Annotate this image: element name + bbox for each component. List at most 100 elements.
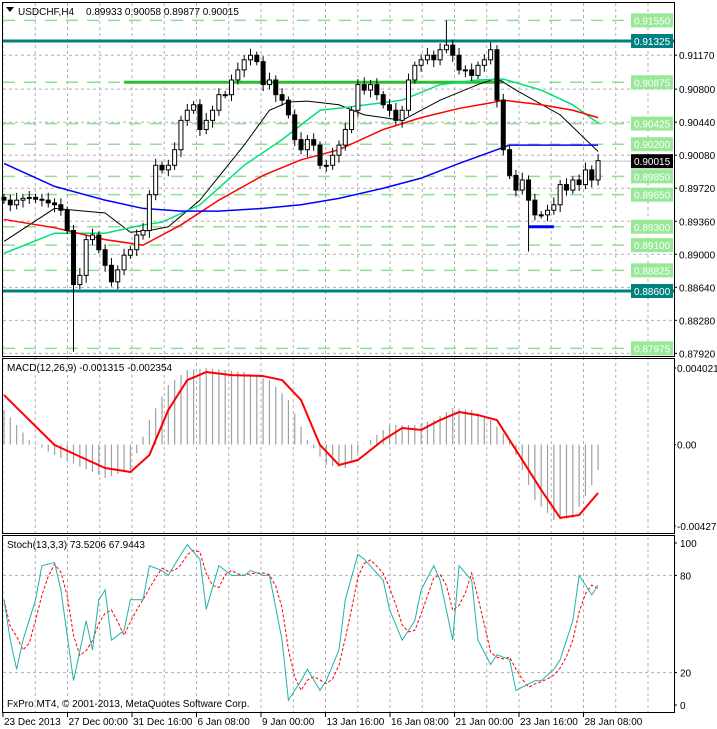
price-pane-frame <box>2 2 675 357</box>
candle-bull <box>368 84 374 91</box>
price-level-label-box <box>631 283 673 298</box>
price-tick-label: 0.90440 <box>679 118 716 129</box>
candle-bull <box>462 69 468 72</box>
price-tick-label: 0.89720 <box>679 184 716 195</box>
candle-bear <box>45 199 51 204</box>
candle-bull <box>235 69 241 81</box>
candle-bull <box>304 139 310 151</box>
stoch-signal-line <box>3 549 599 692</box>
candle-bull <box>153 164 159 196</box>
price-level-label: 0.89850 <box>634 172 671 183</box>
time-tick-label: 27 Dec 00:00 <box>69 717 129 728</box>
candle-bull <box>355 84 361 111</box>
candle-bull <box>545 209 551 216</box>
candle-bear <box>576 179 582 186</box>
time-tick-label: 13 Jan 16:00 <box>327 717 385 728</box>
candle-bear <box>563 184 569 191</box>
candle-bull <box>165 164 171 171</box>
stochastic-pane <box>3 543 674 702</box>
candle-bear <box>273 79 279 96</box>
price-levels <box>3 19 674 350</box>
time-tick-label: 16 Jan 08:00 <box>391 717 449 728</box>
candle-bear <box>393 109 399 121</box>
candle-bull <box>424 54 430 61</box>
candle-bull <box>127 249 133 256</box>
time-tick-label: 6 Jan 08:00 <box>198 717 251 728</box>
candle-bear <box>456 54 462 71</box>
candle-bear <box>71 229 77 286</box>
candle-bear <box>431 54 437 61</box>
time-tick-label: 31 Dec 16:00 <box>133 717 193 728</box>
candle-bear <box>58 204 64 211</box>
price-level-label: 0.89650 <box>634 191 671 202</box>
candle-bull <box>191 104 197 111</box>
candle-bull <box>412 64 418 81</box>
price-tick-label: 0.91170 <box>679 51 715 62</box>
candle-bull <box>134 234 140 251</box>
candle-bull <box>570 179 576 191</box>
candle-bear <box>7 199 13 206</box>
candle-bull <box>210 109 216 121</box>
candle-bear <box>52 202 58 206</box>
candle-bull <box>115 269 121 283</box>
candle-bear <box>494 49 500 101</box>
price-level-label-box <box>631 169 673 184</box>
candle-bear <box>311 139 317 146</box>
candle-bull <box>519 179 525 191</box>
candle-bull <box>595 160 601 181</box>
candle-bull <box>241 59 247 71</box>
time-tick-label: 21 Jan 00:00 <box>456 717 514 728</box>
candle-bull <box>418 59 424 66</box>
price-tick-label: 0.89360 <box>679 217 716 228</box>
candle-bear <box>469 69 475 76</box>
candle-bear <box>387 104 393 111</box>
candle-bull <box>538 214 544 217</box>
candle-bear <box>197 104 203 131</box>
current-price-label: 0.90015 <box>634 157 671 168</box>
price-level-label-box <box>631 13 673 28</box>
candle-bull <box>330 154 336 166</box>
copyright-text: FxPro MT4, © 2001-2013, MetaQuotes Softw… <box>7 699 249 710</box>
price-tick-label: 0.88280 <box>679 316 716 327</box>
price-level-label: 0.90875 <box>634 78 671 89</box>
candle-bear <box>33 196 39 200</box>
pane-frames <box>2 2 675 713</box>
time-tick-label: 23 Dec 2013 <box>4 717 61 728</box>
candle-bull <box>77 274 83 286</box>
stoch-tick-label: 20 <box>680 669 692 680</box>
current-price-box <box>631 154 673 169</box>
ohlc-readout: 0.89933 0.90058 0.89877 0.90015 <box>86 7 239 18</box>
price-level-label: 0.91550 <box>634 16 671 27</box>
candle-bull <box>172 149 178 166</box>
price-level-label-box <box>631 116 673 131</box>
price-tick-label: 0.90800 <box>679 85 716 96</box>
time-tick-label: 9 Jan 00:00 <box>262 717 315 728</box>
price-level-label-box <box>631 137 673 152</box>
macd-signal-line <box>3 371 599 519</box>
macd-pane-frame <box>2 358 675 534</box>
candle-bull <box>178 119 184 151</box>
candle-bull <box>222 94 228 97</box>
candle-bull <box>443 44 449 51</box>
candle-bull <box>336 144 342 156</box>
candle-bear <box>317 144 323 166</box>
candle-bull <box>216 94 222 111</box>
candle-bull <box>475 64 481 76</box>
candles <box>1 20 601 352</box>
stoch-main-line <box>3 543 599 702</box>
candle-bear <box>64 209 70 231</box>
axes: 0.91170 0.90800 0.90440 0.90080 0.89720 0.893… <box>2 13 717 728</box>
candle-bear <box>532 199 538 216</box>
stoch-tick-label: 80 <box>680 571 692 582</box>
candle-bull <box>437 49 443 61</box>
candle-bull <box>342 129 348 146</box>
candle-bull <box>26 196 32 199</box>
price-level-label: 0.91325 <box>634 37 671 48</box>
candle-bear <box>260 61 266 86</box>
collapse-triangle-icon[interactable] <box>6 7 14 12</box>
candle-bull <box>488 49 494 61</box>
price-level-label-box <box>631 219 673 234</box>
candle-bear <box>298 139 304 151</box>
candle-bear <box>159 164 165 171</box>
